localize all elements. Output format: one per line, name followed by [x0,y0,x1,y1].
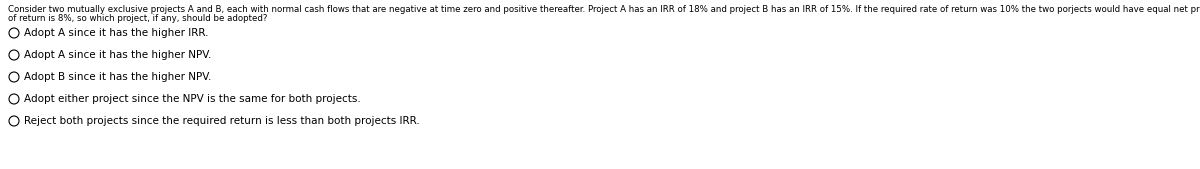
Text: Adopt A since it has the higher IRR.: Adopt A since it has the higher IRR. [24,28,209,38]
Text: Reject both projects since the required return is less than both projects IRR.: Reject both projects since the required … [24,116,420,126]
Text: Consider two mutually exclusive projects A and B, each with normal cash flows th: Consider two mutually exclusive projects… [8,5,1200,14]
Text: Adopt either project since the NPV is the same for both projects.: Adopt either project since the NPV is th… [24,94,361,104]
Text: of return is 8%, so which project, if any, should be adopted?: of return is 8%, so which project, if an… [8,14,268,23]
Text: Adopt B since it has the higher NPV.: Adopt B since it has the higher NPV. [24,72,211,82]
Text: Adopt A since it has the higher NPV.: Adopt A since it has the higher NPV. [24,50,211,60]
